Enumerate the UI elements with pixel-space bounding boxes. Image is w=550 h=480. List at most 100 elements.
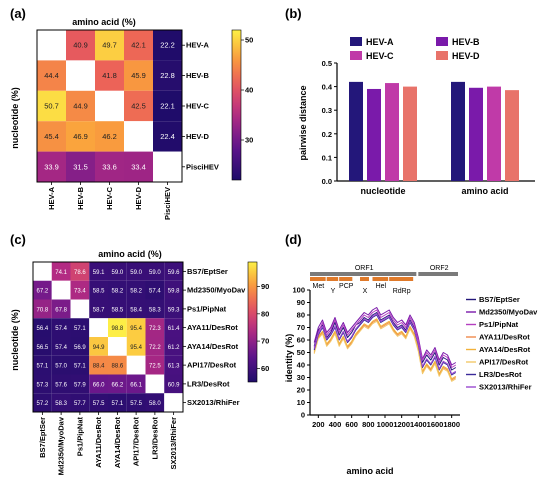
panelA-cell — [95, 121, 124, 152]
legend-label: AYA11/DesRot — [479, 333, 530, 342]
panelC-row-label: Md2350/MyoDav — [187, 286, 246, 295]
panelC-cell-label: 57.1 — [112, 401, 124, 407]
heatmap-c-title: amino acid (%) — [98, 249, 162, 259]
panelC-cell-label: 59.8 — [168, 289, 180, 295]
panelA-cell-label: 44.4 — [44, 71, 59, 80]
panelC-cell-label: 58.4 — [130, 307, 142, 313]
panelC-cell-label: 58.2 — [130, 289, 142, 295]
panelC-cell-label: 73.4 — [74, 289, 86, 295]
panelA-cell-label: 22.8 — [160, 71, 175, 80]
bar — [487, 86, 501, 181]
panelA-cell — [37, 121, 66, 152]
legend-label: BS7/EptSer — [479, 295, 520, 304]
panelA-cell — [153, 30, 182, 61]
panelA-cell — [153, 151, 182, 182]
panelC-cell-label: 58.3 — [149, 307, 161, 313]
panelC-cell-label: 57.1 — [37, 364, 49, 370]
panelC-col-label: SX2013/RhiFer — [169, 417, 178, 470]
panelC-cell — [33, 374, 52, 394]
panelC-cell — [70, 355, 90, 375]
panelA-row-label: HEV-C — [186, 102, 210, 111]
panelA-cell-label: 45.4 — [44, 132, 59, 141]
panelC-cell — [33, 299, 52, 319]
panelC-cell-label: 88.4 — [93, 364, 105, 370]
panelC-cell-label: 66.1 — [130, 382, 142, 388]
panelC-cell — [51, 374, 71, 394]
panelA-col-label: HEV-B — [76, 186, 85, 210]
panelA-row-label: HEV-D — [186, 132, 210, 141]
panelC-cell — [126, 393, 146, 412]
panelC-cell-label: 67.8 — [55, 307, 67, 313]
panelC-cell-label: 59.6 — [168, 270, 180, 276]
panelC-col-label: API17/DesRot — [132, 417, 141, 467]
line-chart-d-xlabel: amino acid — [346, 466, 393, 476]
bar — [505, 90, 519, 181]
panelA-cell — [95, 30, 124, 61]
panelC-cell — [126, 355, 146, 375]
panel-label-c: (c) — [10, 232, 26, 247]
panelC-cell-label: 58.5 — [93, 289, 105, 295]
panelC-colorbar-label: 90 — [261, 282, 269, 291]
panelC-cell — [89, 262, 108, 281]
bar-chart-b-ytick-label: 0.4 — [322, 83, 333, 92]
panelA-cell — [95, 60, 124, 91]
panelC-cell — [126, 262, 146, 281]
line-chart-d-ytick-label: 90 — [297, 298, 305, 307]
panelC-cell-label: 94.9 — [93, 345, 105, 351]
domain-bar — [360, 277, 369, 281]
panelA-cell — [37, 30, 66, 61]
line-chart-d-ytick-label: 20 — [297, 386, 305, 395]
line-chart-d-xtick-label: 1400 — [410, 420, 427, 429]
legend-swatch — [350, 37, 362, 46]
panelC-cell — [51, 355, 71, 375]
panelC-cell — [164, 299, 183, 319]
panelC-cell-label: 59.0 — [130, 270, 142, 276]
bar — [367, 88, 381, 181]
panelC-cell — [145, 318, 165, 337]
panelC-cell — [145, 299, 165, 319]
panelC-cell — [145, 337, 165, 356]
panelC-cell — [108, 318, 127, 337]
heatmap-a: amino acid (%) nucleotide (%) 40.9 49.7 42… — [10, 17, 253, 220]
domain-bar — [372, 277, 389, 281]
panelC-cell — [145, 393, 165, 412]
series-line — [313, 307, 457, 366]
panelC-cell — [164, 393, 183, 412]
panelC-col-label: Ps1/PipNat — [75, 417, 84, 457]
panelA-cell-label: 44.9 — [73, 102, 88, 111]
panelC-cell-label: 59.0 — [112, 270, 124, 276]
legend-label: SX2013/RhiFer — [479, 383, 532, 392]
panelC-cell-label: 61.2 — [168, 345, 180, 351]
panelC-cell-label: 57.5 — [93, 401, 105, 407]
panelA-colorbar-label: 30 — [245, 136, 253, 145]
panelC-cell-label: 56.4 — [37, 326, 49, 332]
panelA-cell-label: 42.1 — [131, 41, 146, 50]
panelA-cell — [153, 90, 182, 122]
panelA-row-label: PisciHEV — [186, 162, 219, 171]
domain-label: Hel — [376, 283, 387, 290]
panelC-cell-label: 88.6 — [112, 364, 124, 370]
panelC-col-label: AYA14/DesRot — [113, 417, 122, 469]
legend-label: Ps1/PipNat — [479, 320, 519, 329]
panelC-cell — [126, 280, 146, 300]
line-chart-d-xtick-label: 1600 — [427, 420, 444, 429]
domain-label: Y — [331, 288, 336, 295]
panelC-cell — [145, 374, 165, 394]
line-chart-d-xtick-label: 200 — [312, 420, 325, 429]
panelC-cell — [70, 280, 90, 300]
panelC-cell — [70, 318, 90, 337]
panelC-cell-label: 59.3 — [168, 307, 180, 313]
panelA-cell — [124, 151, 153, 182]
panelC-cell — [51, 318, 71, 337]
panelC-cell-label: 72.5 — [149, 364, 161, 370]
panelC-col-label: AYA11/DesRot — [94, 417, 103, 468]
legend-label: API17/DesRot — [479, 358, 529, 367]
panelC-cell-label: 57.1 — [74, 364, 86, 370]
domain-label: X — [363, 288, 368, 295]
panelA-cell — [66, 151, 95, 182]
heatmap-a-title: amino acid (%) — [72, 17, 136, 27]
panelC-cell-label: 72.3 — [149, 326, 161, 332]
panelC-cell-label: 57.5 — [130, 401, 142, 407]
panelC-cell — [108, 374, 127, 394]
panelC-cell — [33, 355, 52, 375]
